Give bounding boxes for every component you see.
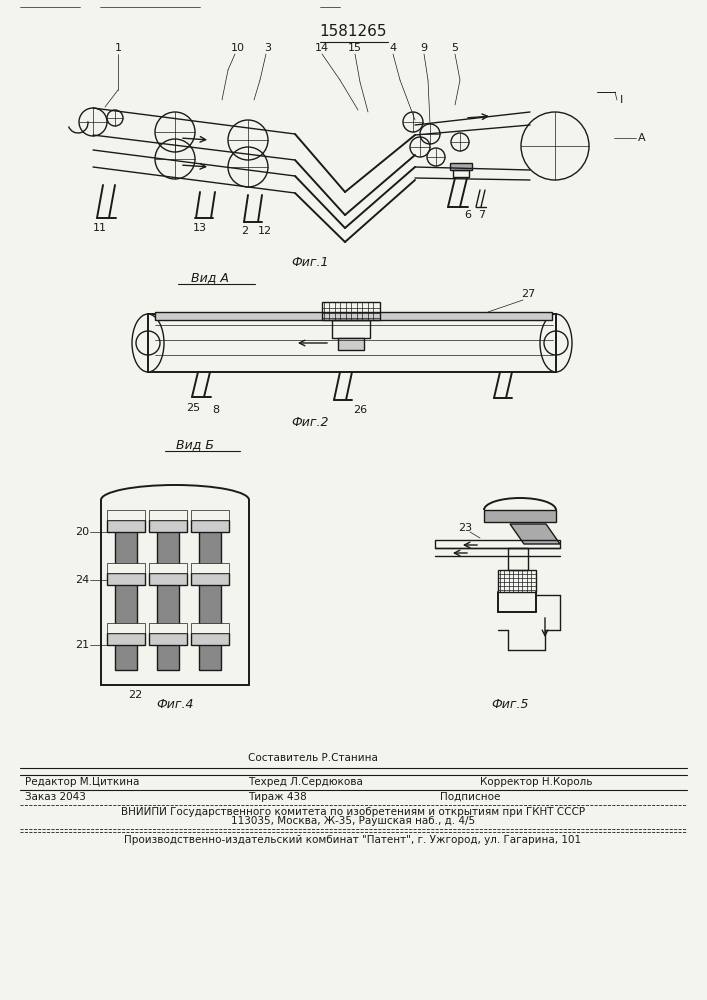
- Text: ВНИИПИ Государственного комитета по изобретениям и открытиям при ГКНТ СССР: ВНИИПИ Государственного комитета по изоб…: [121, 807, 585, 817]
- Bar: [149, 520, 187, 532]
- Text: Тираж 438: Тираж 438: [248, 792, 307, 802]
- Text: 20: 20: [75, 527, 89, 537]
- Text: I: I: [620, 95, 624, 105]
- Ellipse shape: [540, 314, 572, 372]
- Bar: [332, 320, 370, 338]
- Bar: [149, 563, 187, 573]
- Polygon shape: [510, 524, 560, 544]
- Ellipse shape: [132, 314, 164, 372]
- Bar: [149, 573, 187, 585]
- Text: Техред Л.Сердюкова: Техред Л.Сердюкова: [248, 777, 363, 787]
- Bar: [453, 170, 469, 177]
- Text: Редактор М.Циткина: Редактор М.Циткина: [25, 777, 139, 787]
- Text: Производственно-издательский комбинат "Патент", г. Ужгород, ул. Гагарина, 101: Производственно-издательский комбинат "П…: [124, 835, 582, 845]
- Text: 25: 25: [186, 403, 200, 413]
- Text: 1581265: 1581265: [320, 24, 387, 39]
- Bar: [191, 563, 229, 573]
- Bar: [484, 510, 556, 522]
- Text: Корректор Н.Король: Корректор Н.Король: [480, 777, 592, 787]
- Text: Фиг.4: Фиг.4: [156, 698, 194, 712]
- Text: 11: 11: [93, 223, 107, 233]
- Bar: [498, 570, 536, 592]
- Text: 3: 3: [264, 43, 271, 53]
- Text: Фиг.2: Фиг.2: [291, 416, 329, 428]
- Text: 113035, Москва, Ж-35, Раушская наб., д. 4/5: 113035, Москва, Ж-35, Раушская наб., д. …: [231, 816, 475, 826]
- Bar: [107, 510, 145, 520]
- Bar: [322, 302, 380, 320]
- Bar: [191, 510, 229, 520]
- Text: Вид Б: Вид Б: [176, 438, 214, 452]
- Bar: [115, 522, 137, 670]
- Text: 15: 15: [348, 43, 362, 53]
- Text: 27: 27: [521, 289, 535, 299]
- Text: Заказ 2043: Заказ 2043: [25, 792, 86, 802]
- Text: 14: 14: [315, 43, 329, 53]
- Bar: [107, 573, 145, 585]
- Text: A: A: [638, 133, 645, 143]
- Bar: [191, 623, 229, 633]
- Text: 4: 4: [390, 43, 397, 53]
- Text: Фиг.5: Фиг.5: [491, 698, 529, 712]
- Bar: [338, 338, 364, 350]
- Bar: [149, 633, 187, 645]
- Text: 10: 10: [231, 43, 245, 53]
- Text: Составитель Р.Станина: Составитель Р.Станина: [248, 753, 378, 763]
- Text: Подписное: Подписное: [440, 792, 501, 802]
- Text: 9: 9: [421, 43, 428, 53]
- Text: 8: 8: [212, 405, 220, 415]
- Bar: [107, 623, 145, 633]
- Text: 5: 5: [452, 43, 459, 53]
- Text: Фиг.1: Фиг.1: [291, 255, 329, 268]
- Bar: [148, 314, 556, 372]
- Bar: [199, 522, 221, 670]
- Bar: [191, 633, 229, 645]
- Bar: [191, 520, 229, 532]
- Bar: [149, 510, 187, 520]
- Text: 1: 1: [115, 43, 122, 53]
- Text: 13: 13: [193, 223, 207, 233]
- Bar: [107, 633, 145, 645]
- Text: 23: 23: [458, 523, 472, 533]
- Bar: [107, 563, 145, 573]
- Bar: [435, 540, 560, 548]
- Bar: [450, 163, 472, 170]
- Text: 6: 6: [464, 210, 472, 220]
- Bar: [191, 573, 229, 585]
- Bar: [508, 548, 528, 570]
- Text: 7: 7: [479, 210, 486, 220]
- Text: 24: 24: [75, 575, 89, 585]
- Text: 2: 2: [241, 226, 249, 236]
- Text: 22: 22: [128, 690, 142, 700]
- Bar: [149, 623, 187, 633]
- Bar: [107, 520, 145, 532]
- Text: 12: 12: [258, 226, 272, 236]
- Text: Вид А: Вид А: [191, 271, 229, 284]
- Text: 21: 21: [75, 640, 89, 650]
- Bar: [155, 312, 552, 320]
- Text: 26: 26: [353, 405, 367, 415]
- Bar: [157, 522, 179, 670]
